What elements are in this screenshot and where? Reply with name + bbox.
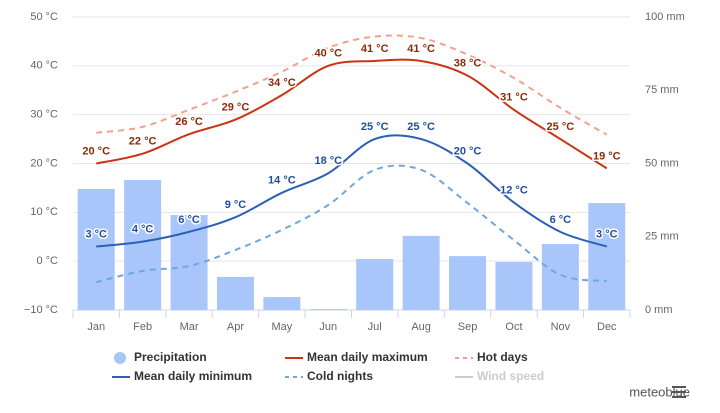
data-label: 25 °C bbox=[361, 121, 389, 133]
legend-label[interactable]: Mean daily maximum bbox=[307, 350, 428, 364]
brand: meteoblue bbox=[629, 384, 690, 399]
bar bbox=[402, 235, 440, 310]
y2-tick-label: 0 mm bbox=[645, 304, 673, 316]
line bbox=[95, 164, 607, 284]
data-label: 40 °C bbox=[314, 48, 342, 60]
x-tick-label: Aug bbox=[411, 321, 431, 333]
data-label: 20 °C bbox=[82, 145, 110, 157]
x-tick-label: Oct bbox=[505, 321, 522, 333]
x-tick-label: Feb bbox=[133, 321, 152, 333]
y-tick-label: 40 °C bbox=[30, 60, 58, 72]
bar bbox=[449, 256, 487, 310]
data-label: 3 °C bbox=[85, 228, 107, 240]
legend-label[interactable]: Precipitation bbox=[134, 350, 207, 364]
data-label: 6 °C bbox=[550, 214, 572, 226]
legend-label[interactable]: Mean daily minimum bbox=[134, 369, 252, 383]
y2-tick-label: 50 mm bbox=[645, 157, 679, 169]
line bbox=[96, 134, 608, 248]
legend-label[interactable]: Cold nights bbox=[307, 369, 373, 383]
bar bbox=[216, 276, 254, 310]
x-tick-label: Jul bbox=[368, 321, 382, 333]
y-tick-label: −10 °C bbox=[24, 304, 58, 316]
data-label: 22 °C bbox=[129, 136, 157, 148]
y-tick-label: 0 °C bbox=[36, 255, 58, 267]
x-tick-label: Dec bbox=[597, 321, 617, 333]
data-label: 25 °C bbox=[407, 121, 435, 133]
bar bbox=[356, 259, 394, 310]
x-tick-label: Mar bbox=[180, 321, 199, 333]
data-label: 3 °C bbox=[596, 228, 618, 240]
data-label: 29 °C bbox=[222, 101, 250, 113]
data-label: 14 °C bbox=[268, 175, 296, 187]
data-label: 18 °C bbox=[314, 155, 342, 167]
bar bbox=[588, 203, 626, 310]
x-tick-label: Nov bbox=[551, 321, 571, 333]
data-label: 31 °C bbox=[500, 92, 528, 104]
legend-marker[interactable] bbox=[114, 352, 126, 364]
x-tick-label: Apr bbox=[227, 321, 244, 333]
y2-tick-label: 75 mm bbox=[645, 84, 679, 96]
bar bbox=[495, 261, 533, 310]
data-label: 38 °C bbox=[454, 58, 482, 70]
y-tick-label: 50 °C bbox=[30, 11, 58, 23]
y-tick-label: 30 °C bbox=[30, 109, 58, 121]
line bbox=[96, 58, 608, 170]
y2-tick-label: 25 mm bbox=[645, 231, 679, 243]
data-label: 25 °C bbox=[547, 121, 575, 133]
x-tick-label: May bbox=[271, 321, 292, 333]
y2-tick-label: 100 mm bbox=[645, 11, 685, 23]
bar bbox=[124, 179, 162, 310]
data-label: 4 °C bbox=[132, 224, 154, 236]
bar bbox=[541, 244, 579, 310]
legend-label[interactable]: Wind speed bbox=[477, 369, 544, 383]
data-label: 41 °C bbox=[361, 43, 389, 55]
data-label: 41 °C bbox=[407, 43, 435, 55]
bar bbox=[309, 309, 347, 310]
x-tick-label: Jun bbox=[319, 321, 337, 333]
data-label: 19 °C bbox=[593, 150, 621, 162]
bar bbox=[77, 188, 115, 310]
data-label: 26 °C bbox=[175, 116, 203, 128]
legend-label[interactable]: Hot days bbox=[477, 350, 528, 364]
x-tick-label: Sep bbox=[458, 321, 478, 333]
y-tick-label: 20 °C bbox=[30, 157, 58, 169]
data-label: 20 °C bbox=[454, 145, 482, 157]
data-label: 34 °C bbox=[268, 77, 296, 89]
bar bbox=[263, 297, 301, 310]
menu-icon[interactable] bbox=[672, 386, 686, 398]
y-tick-label: 10 °C bbox=[30, 206, 58, 218]
data-label: 6 °C bbox=[178, 214, 200, 226]
line bbox=[96, 34, 608, 136]
data-label: 12 °C bbox=[500, 184, 528, 196]
x-tick-label: Jan bbox=[87, 321, 105, 333]
data-label: 9 °C bbox=[225, 199, 247, 211]
